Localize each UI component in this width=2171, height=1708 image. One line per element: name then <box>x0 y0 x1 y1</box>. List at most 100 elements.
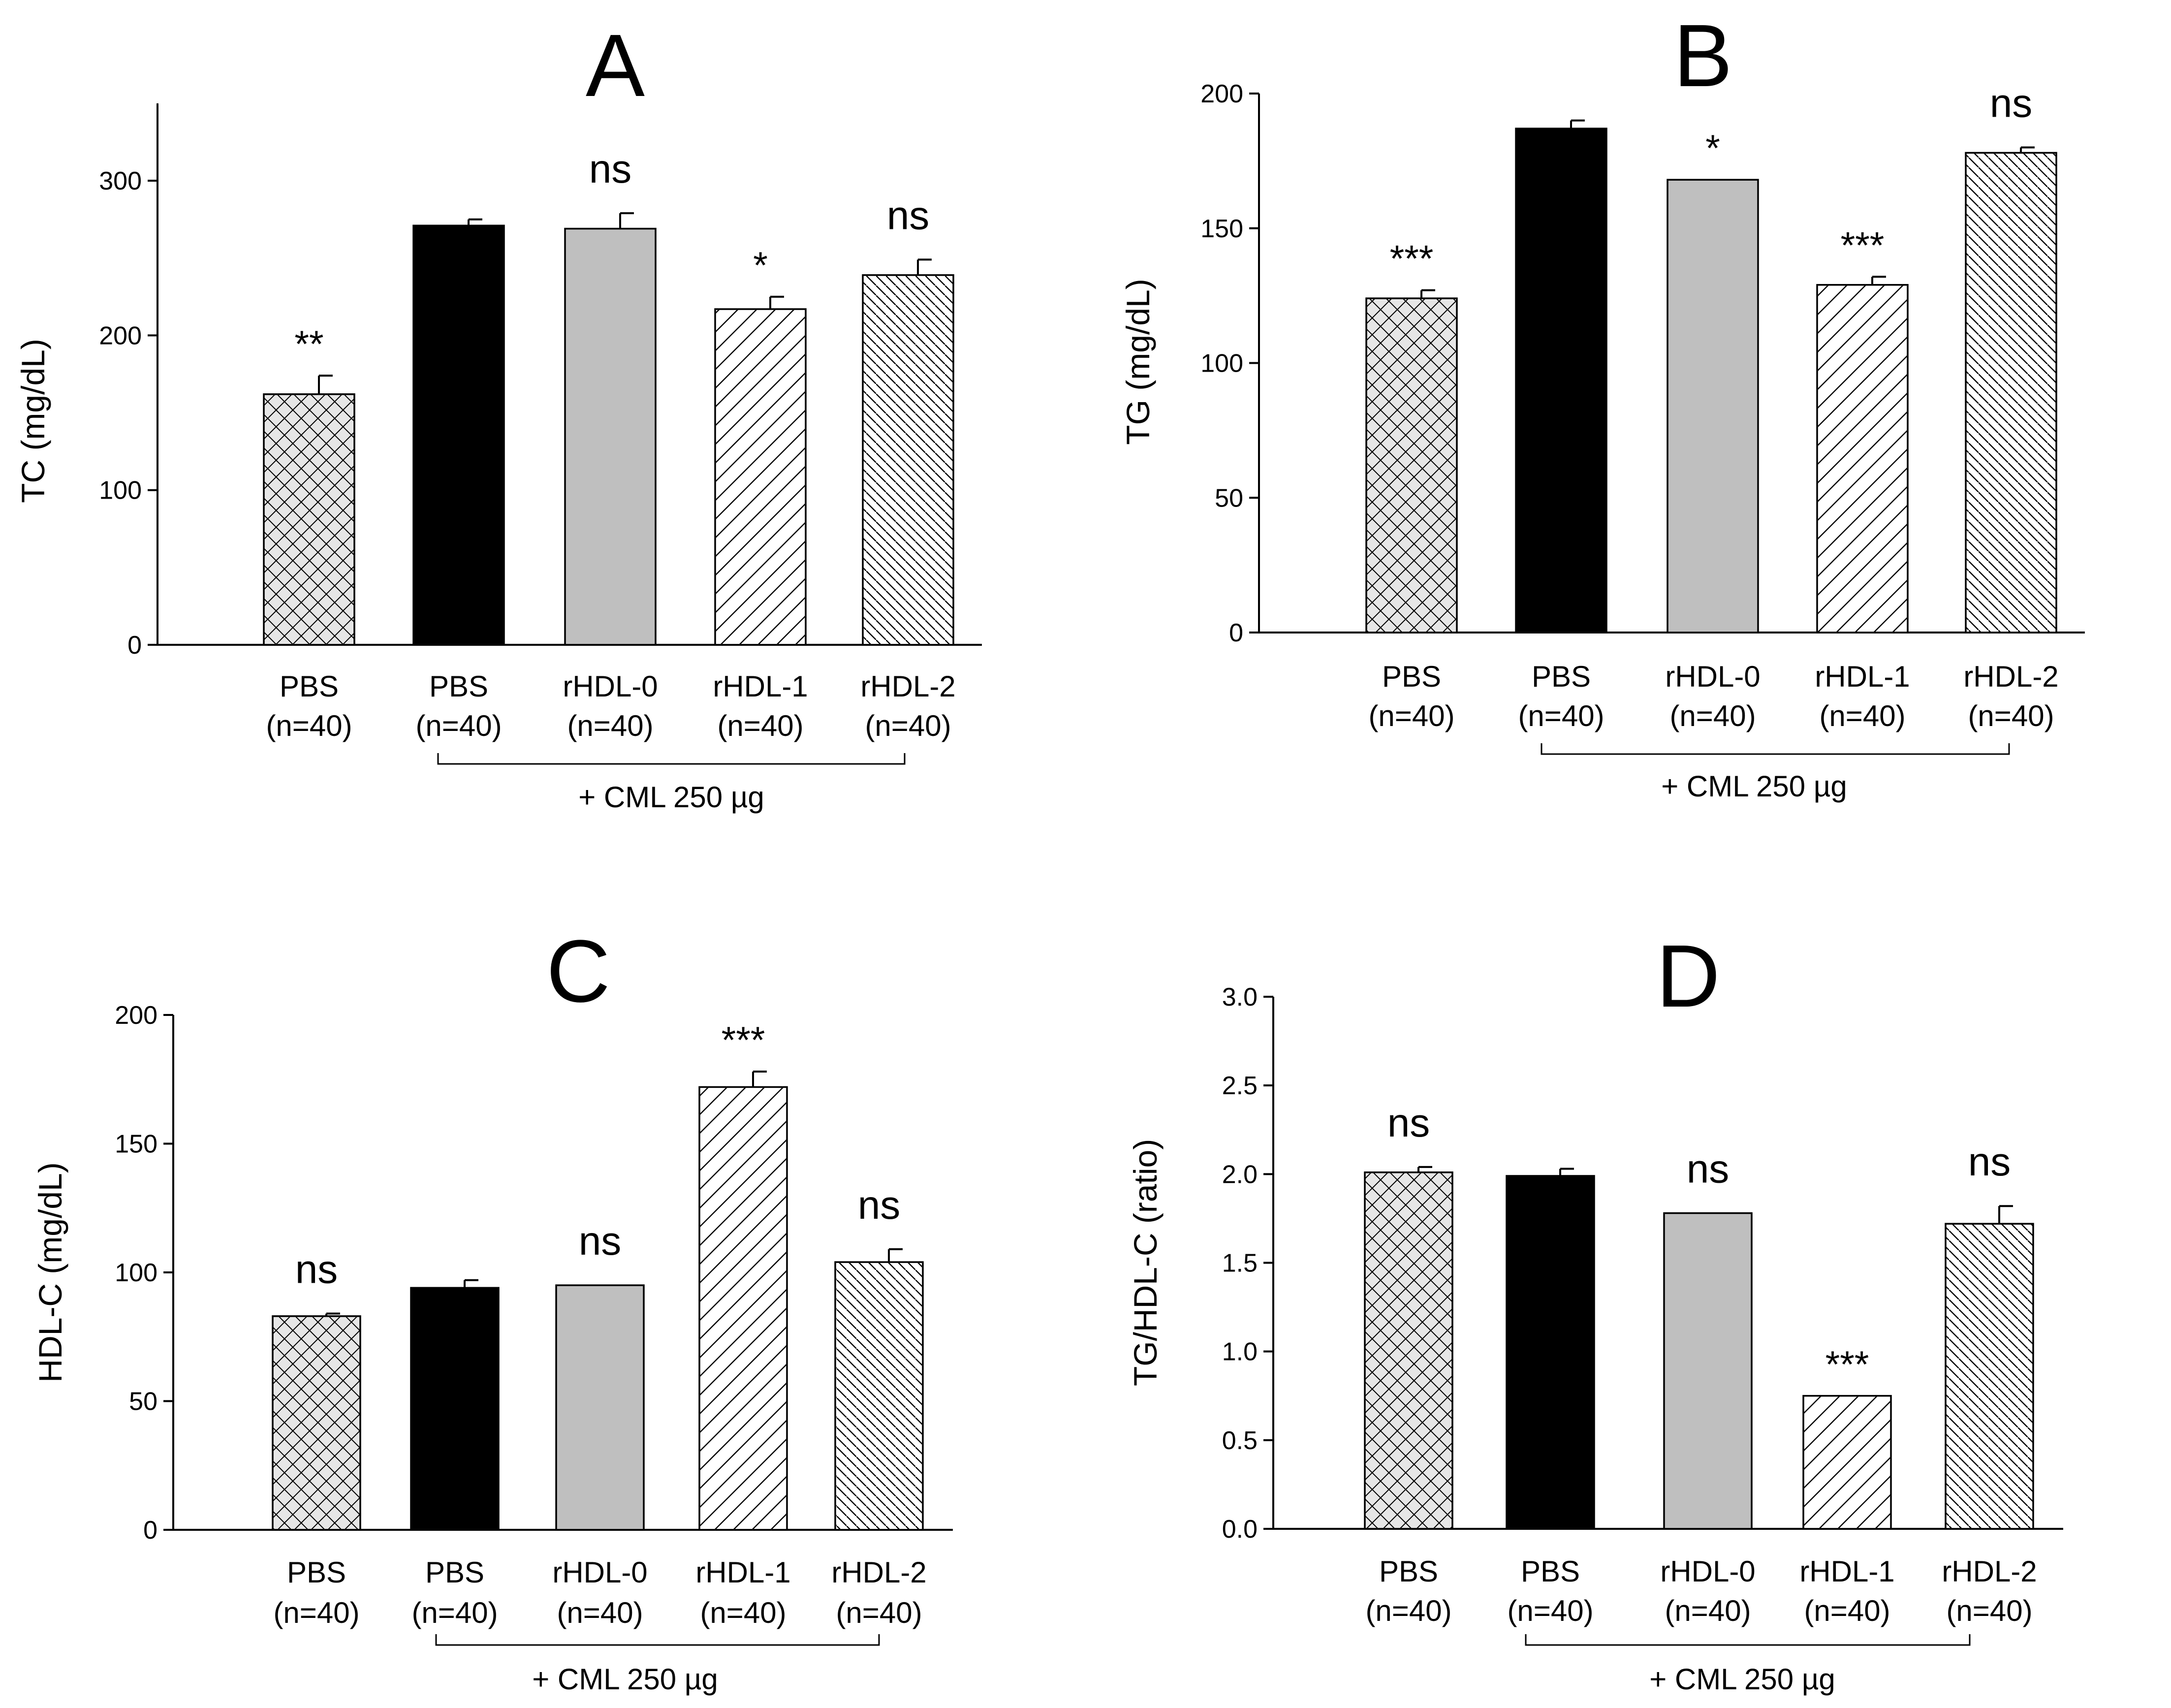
panel-c-significance-label: ns <box>858 1183 901 1228</box>
panel-a-chart: A TC (mg/dL) 0 100 200 300 ** ns * ns PBS (n=40… <box>15 16 982 814</box>
panel-d-y-ticks: 0.0 0.5 1.0 1.5 2.0 2.5 3.0 <box>1222 983 2063 1544</box>
panel-b-category-name: rHDL-0 <box>1665 660 1760 693</box>
panel-a-category-name: PBS <box>280 670 339 703</box>
panel-d-y-tick-label: 0.0 <box>1222 1515 1258 1544</box>
panel-a-category-n: (n=40) <box>415 709 502 742</box>
panel-c-bar <box>555 1284 645 1531</box>
panel-a-category-name: rHDL-0 <box>563 670 658 703</box>
panel-b-y-ticks: 0 50 100 150 200 <box>1200 80 2085 647</box>
panel-a-category-name: rHDL-1 <box>713 670 808 703</box>
panel-d-category-name: PBS <box>1379 1555 1438 1588</box>
panel-d-significance-label: *** <box>1825 1344 1869 1386</box>
panel-b-group-label: + CML 250 µg <box>1661 770 1847 803</box>
panel-a-group-bracket <box>437 753 906 765</box>
panel-b-category-name: rHDL-1 <box>1815 660 1910 693</box>
panel-b-bar <box>1365 297 1458 633</box>
panel-c-bracket-line <box>435 1634 880 1646</box>
panel-c-y-tick-label: 100 <box>115 1259 157 1287</box>
panel-b-bars: *******ns <box>1365 81 2057 633</box>
panel-a-significance-label: ns <box>887 193 930 238</box>
panel-d-significance-label: ns <box>1387 1101 1430 1145</box>
panel-c-category-n: (n=40) <box>700 1596 786 1629</box>
panel-a-bar <box>564 227 657 646</box>
panel-b-category-n: (n=40) <box>1819 699 1905 732</box>
panel-d-category-n: (n=40) <box>1365 1594 1451 1627</box>
panel-a-group-label: + CML 250 µg <box>578 781 764 814</box>
panel-d-category-n: (n=40) <box>1507 1594 1593 1627</box>
panel-b-bracket-line <box>1541 743 2010 755</box>
panel-c-y-ticks: 0 50 100 150 200 <box>115 1001 953 1545</box>
panel-d-y-tick-label: 2.5 <box>1222 1072 1258 1100</box>
panel-d-chart: D TG/HDL-C (ratio) 0.0 0.5 1.0 1.5 2.0 2.5 3.0… <box>1127 927 2063 1696</box>
panel-d-category-name: rHDL-1 <box>1799 1555 1894 1588</box>
panel-c-y-tick-label: 0 <box>143 1516 157 1545</box>
panel-b-significance-label: ns <box>1990 81 2033 126</box>
panel-a-bar <box>862 274 954 646</box>
panel-d-category-n: (n=40) <box>1946 1594 2032 1627</box>
panel-c-bars: ns ns *** ns <box>272 1019 924 1531</box>
panel-d-category-n: (n=40) <box>1804 1594 1890 1627</box>
panel-a-significance-label: ns <box>589 147 632 191</box>
panel-b-bar <box>1515 127 1607 633</box>
panel-c-category-name: PBS <box>287 1556 346 1589</box>
panel-a-y-axis-title: TC (mg/dL) <box>15 339 51 503</box>
panel-c-category-name: rHDL-0 <box>552 1556 647 1589</box>
panel-a-significance-label: ** <box>294 323 323 365</box>
panel-b-y-tick-label: 200 <box>1200 80 1243 108</box>
panel-a-y-tick-label: 100 <box>99 476 142 505</box>
panel-d-significance-label: ns <box>1968 1139 2011 1184</box>
panel-a-y-ticks: 0 100 200 300 <box>99 103 982 660</box>
panel-b-bar <box>1965 152 2057 633</box>
panel-b-bar <box>1816 284 1909 633</box>
panel-b-significance-label: *** <box>1390 238 1434 280</box>
panel-d-group-bracket <box>1525 1634 1971 1646</box>
panel-d-y-tick-label: 2.0 <box>1222 1160 1258 1189</box>
panel-b-significance-label: *** <box>1841 224 1885 266</box>
panel-c-bar <box>834 1261 924 1531</box>
panel-a-category-labels: PBS (n=40) PBS (n=40) rHDL-0 (n=40) rHDL-1 (n=4… <box>266 670 955 742</box>
panel-b-bar <box>1667 179 1759 633</box>
panel-a-category-name: PBS <box>429 670 488 703</box>
panel-b-category-n: (n=40) <box>1518 699 1604 732</box>
panel-a-y-tick-label: 200 <box>99 321 142 350</box>
panel-b-y-tick-label: 100 <box>1200 349 1243 378</box>
panel-c-category-n: (n=40) <box>836 1596 922 1629</box>
panel-d-bar <box>1802 1395 1892 1530</box>
panel-c-y-tick-label: 150 <box>115 1130 157 1159</box>
panel-c-y-axis-title: HDL-C (mg/dL) <box>32 1162 68 1382</box>
panel-d-bar <box>1364 1171 1453 1530</box>
panel-a-significance-label: * <box>753 245 768 286</box>
panel-d-bar <box>1506 1175 1595 1530</box>
panel-c-group-bracket <box>435 1634 880 1646</box>
panel-c-category-n: (n=40) <box>273 1596 359 1629</box>
panel-c-bar <box>698 1086 788 1531</box>
panel-c-letter: C <box>546 922 610 1021</box>
panel-d-y-tick-label: 1.0 <box>1222 1338 1258 1366</box>
panel-d-y-tick-label: 1.5 <box>1222 1249 1258 1278</box>
panel-d-group-label: + CML 250 µg <box>1649 1663 1835 1696</box>
panel-a-bar <box>714 308 807 646</box>
panel-b-category-name: PBS <box>1532 660 1591 693</box>
panel-a-y-tick-label: 0 <box>127 631 142 660</box>
panel-d-y-tick-label: 3.0 <box>1222 983 1258 1012</box>
panel-a-category-n: (n=40) <box>865 709 951 742</box>
panel-a-bar <box>412 224 505 646</box>
panel-c-category-labels: PBS (n=40) PBS (n=40) rHDL-0 (n=40) rHDL-1 (n=4… <box>273 1556 926 1629</box>
panel-d-y-tick-label: 0.5 <box>1222 1426 1258 1455</box>
panel-d-category-name: rHDL-0 <box>1660 1555 1755 1588</box>
panel-b-letter: B <box>1673 6 1732 105</box>
panel-a-category-n: (n=40) <box>717 709 803 742</box>
panel-d-y-axis-title: TG/HDL-C (ratio) <box>1127 1139 1164 1386</box>
panel-b-category-n: (n=40) <box>1368 699 1454 732</box>
panel-d-letter: D <box>1656 927 1720 1026</box>
panel-d-bar <box>1663 1212 1753 1530</box>
panel-c-category-name: PBS <box>425 1556 484 1589</box>
panel-b-category-name: PBS <box>1382 660 1441 693</box>
panel-a-letter: A <box>586 16 645 115</box>
panel-c-category-name: rHDL-2 <box>831 1556 926 1589</box>
panel-b-group-bracket <box>1541 743 2010 755</box>
panel-c-significance-label: ns <box>295 1247 338 1292</box>
panel-c-category-n: (n=40) <box>411 1596 498 1629</box>
panel-b-category-labels: PBS (n=40) PBS (n=40) rHDL-0 (n=40) rHDL-1 (n=4… <box>1368 660 2058 732</box>
